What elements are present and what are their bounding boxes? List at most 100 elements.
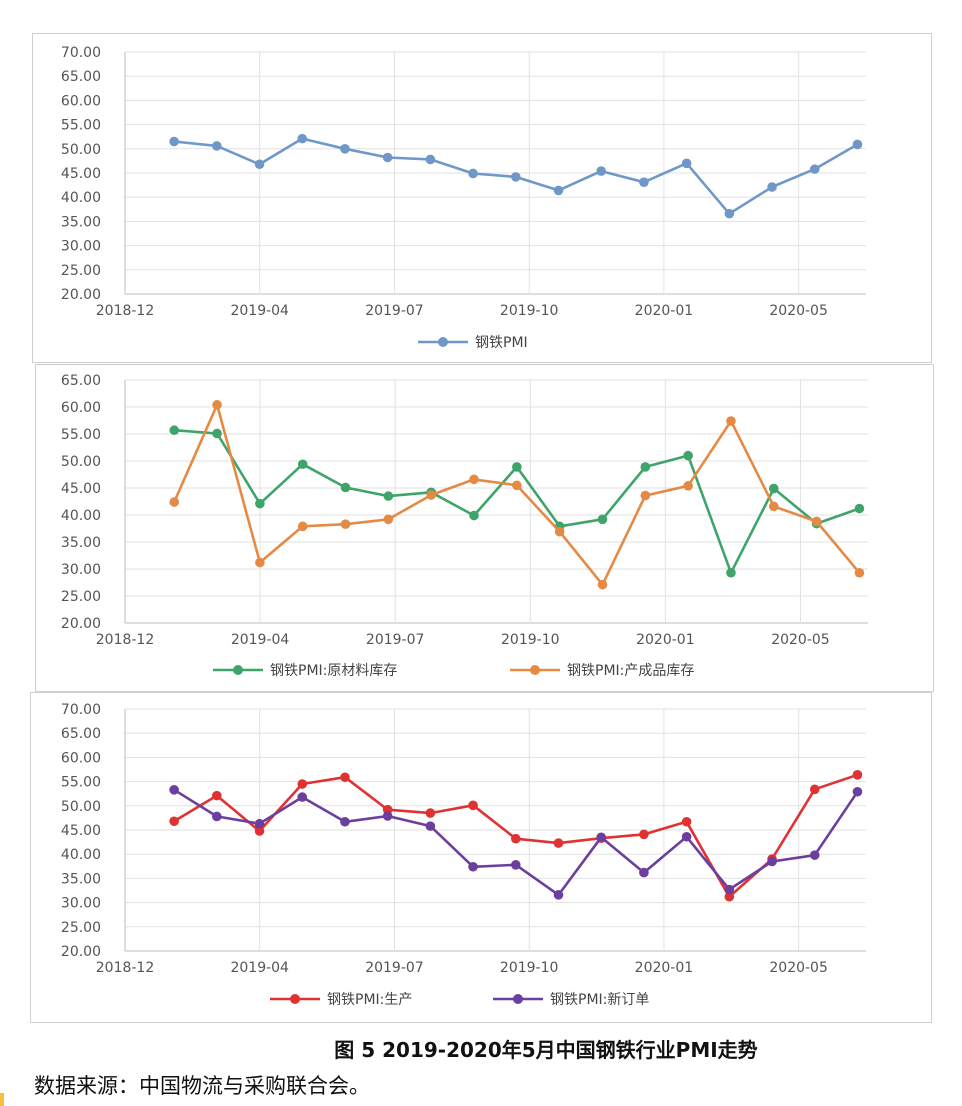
y-tick-label: 35.00 (61, 214, 101, 230)
y-tick-label: 55.00 (61, 775, 101, 791)
chart-frame (32, 33, 932, 363)
legend-label: 钢铁PMI:原材料库存 (270, 663, 397, 679)
y-tick-label: 55.00 (61, 427, 101, 443)
data-point (297, 792, 308, 802)
data-point (597, 514, 608, 525)
data-point (724, 208, 735, 219)
charts-container: 70.00 65.00 60.00 55.00 50.00 45.00 40.00 35.00… (30, 33, 934, 1023)
data-point (340, 772, 350, 783)
data-point (169, 497, 180, 507)
data-source-note: 数据来源：中国物流与采购联合会。 (34, 1074, 370, 1098)
data-point (383, 514, 394, 525)
data-point (340, 816, 350, 827)
y-tick-label: 35.00 (61, 535, 101, 551)
data-point (681, 158, 692, 169)
data-point (681, 816, 692, 827)
figure-caption: 图 5 2019-2020年5月中国钢铁行业PMI走势 (0, 1034, 962, 1063)
data-point (681, 831, 692, 842)
y-tick-label: 20.00 (61, 616, 101, 632)
data-point (510, 172, 521, 182)
x-tick-label: 2020-05 (771, 632, 830, 648)
y-tick-label: 60.00 (61, 400, 101, 416)
data-point (683, 481, 693, 491)
legend-marker (530, 665, 540, 675)
data-point (639, 177, 649, 187)
data-point (639, 867, 649, 878)
y-tick-label: 60.00 (61, 93, 101, 109)
data-point (469, 474, 479, 485)
x-tick-label: 2019-07 (365, 960, 424, 976)
data-point (809, 784, 820, 795)
y-tick-label: 25.00 (61, 263, 101, 279)
y-tick-label: 40.00 (61, 190, 101, 206)
y-tick-label: 60.00 (61, 750, 101, 766)
data-point (553, 838, 564, 848)
y-tick-label: 70.00 (61, 45, 101, 61)
data-point (212, 141, 222, 151)
data-point (596, 166, 607, 176)
legend-marker (290, 994, 300, 1004)
chart-frame (35, 364, 934, 692)
data-point (469, 510, 479, 521)
data-point (768, 483, 779, 494)
data-point (340, 144, 350, 154)
data-point (512, 480, 522, 491)
x-tick-label: 2020-05 (769, 960, 828, 976)
chart-panel-1: 70.00 65.00 60.00 55.00 50.00 45.00 40.00 35.00… (32, 33, 932, 363)
y-tick-label: 25.00 (61, 589, 101, 605)
y-tick-label: 40.00 (61, 508, 101, 524)
data-point (640, 490, 651, 501)
data-point (297, 459, 308, 470)
x-tick-label: 2020-01 (635, 303, 694, 319)
x-tick-label: 2018-12 (96, 960, 155, 976)
data-point (510, 833, 521, 844)
data-point (255, 498, 265, 509)
y-tick-label: 55.00 (61, 118, 101, 134)
data-point (340, 482, 351, 493)
x-tick-label: 2019-10 (500, 960, 559, 976)
chart-panel-2: 65.00 60.00 55.00 50.00 45.00 40.00 35.00 30.00… (35, 364, 934, 692)
y-tick-label: 50.00 (61, 454, 101, 470)
data-point (212, 811, 222, 822)
y-tick-label: 50.00 (61, 142, 101, 158)
data-point (425, 154, 436, 165)
data-point (425, 821, 436, 831)
data-point (254, 818, 265, 829)
data-point (382, 152, 393, 163)
legend-marker (438, 337, 448, 347)
data-point (212, 790, 222, 801)
data-point (169, 816, 179, 827)
data-point (852, 786, 863, 797)
y-tick-label: 35.00 (61, 871, 101, 887)
x-tick-label: 2019-04 (230, 960, 289, 976)
legend-marker (513, 994, 523, 1004)
data-point (809, 164, 820, 174)
data-point (468, 800, 478, 811)
data-point (297, 133, 308, 144)
data-point (426, 490, 436, 500)
x-tick-label: 2018-12 (96, 632, 155, 648)
data-point (852, 139, 863, 150)
data-point (212, 428, 222, 439)
data-point (852, 770, 863, 780)
y-tick-label: 45.00 (61, 481, 101, 497)
data-point (468, 168, 478, 179)
data-point (767, 856, 777, 867)
data-point (683, 450, 693, 461)
legend-label: 钢铁PMI (475, 335, 528, 351)
data-point (510, 860, 521, 870)
legend-marker (233, 665, 243, 675)
data-point (468, 861, 478, 872)
data-point (297, 521, 308, 532)
data-point (212, 400, 222, 410)
legend-label: 钢铁PMI:生产 (327, 992, 412, 1008)
chart-panel-3: 70.00 65.00 60.00 55.00 50.00 45.00 40.00 35.00… (30, 692, 932, 1023)
data-point (596, 832, 607, 843)
data-point (425, 808, 436, 818)
data-point (854, 567, 865, 578)
data-point (553, 185, 564, 196)
legend-label: 钢铁PMI:新订单 (550, 992, 649, 1008)
x-tick-label: 2019-07 (366, 632, 425, 648)
data-point (254, 159, 265, 170)
data-point (554, 526, 565, 537)
